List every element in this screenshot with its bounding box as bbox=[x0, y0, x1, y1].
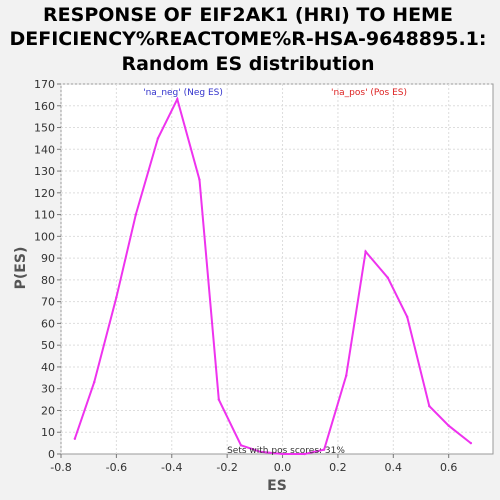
y-tick-label: 100 bbox=[34, 230, 55, 243]
y-tick-label: 140 bbox=[34, 143, 55, 156]
pos-es-label: 'na_pos' (Pos ES) bbox=[331, 88, 407, 98]
y-tick-label: 20 bbox=[41, 404, 55, 417]
sets-pos-scores-text: Sets with pos scores: 31% bbox=[227, 446, 345, 456]
y-tick-label: 30 bbox=[41, 383, 55, 396]
chart-title-line-1: RESPONSE OF EIF2AK1 (HRI) TO HEME bbox=[43, 4, 453, 26]
y-tick-label: 0 bbox=[48, 448, 55, 461]
data-point bbox=[157, 137, 159, 139]
data-point bbox=[93, 381, 95, 383]
x-axis-ticks: -0.8 -0.6 -0.4 -0.2 0.0 0.2 0.4 0.6 bbox=[50, 454, 457, 474]
y-tick-label: 130 bbox=[34, 165, 55, 178]
chart-title-line-3: Random ES distribution bbox=[121, 53, 374, 75]
data-point bbox=[470, 442, 472, 444]
data-point bbox=[218, 398, 220, 400]
y-tick-label: 110 bbox=[34, 209, 55, 222]
y-tick-label: 170 bbox=[34, 78, 55, 91]
y-axis-ticks: 0 10 20 30 40 50 60 70 80 90 100 110 120 130 140 150 160… bbox=[34, 78, 61, 461]
data-point bbox=[387, 277, 389, 279]
data-point bbox=[74, 438, 76, 440]
x-tick-label: 0.6 bbox=[440, 461, 458, 474]
y-axis-label: P(ES) bbox=[13, 247, 29, 290]
x-tick-label: 0.4 bbox=[385, 461, 403, 474]
chart-title: RESPONSE OF EIF2AK1 (HRI) TO HEME DEFICI… bbox=[10, 4, 487, 75]
y-tick-label: 70 bbox=[41, 296, 55, 309]
data-point bbox=[345, 374, 347, 376]
y-tick-label: 120 bbox=[34, 187, 55, 200]
x-tick-label: 0.2 bbox=[329, 461, 347, 474]
data-point bbox=[447, 425, 449, 427]
y-tick-label: 40 bbox=[41, 361, 55, 374]
data-point bbox=[135, 213, 137, 215]
data-point bbox=[176, 98, 178, 100]
y-tick-label: 150 bbox=[34, 122, 55, 135]
chart-title-line-2: DEFICIENCY%REACTOME%R-HSA-9648895.1: bbox=[10, 28, 487, 50]
data-point bbox=[364, 250, 366, 252]
y-tick-label: 160 bbox=[34, 100, 55, 113]
x-tick-label: -0.2 bbox=[216, 461, 237, 474]
y-tick-label: 90 bbox=[41, 252, 55, 265]
y-tick-label: 80 bbox=[41, 274, 55, 287]
data-point bbox=[198, 179, 200, 181]
y-tick-label: 10 bbox=[41, 426, 55, 439]
data-point bbox=[115, 296, 117, 298]
neg-es-label: 'na_neg' (Neg ES) bbox=[143, 88, 223, 98]
x-axis-label: ES bbox=[267, 478, 287, 494]
x-tick-label: -0.8 bbox=[50, 461, 71, 474]
y-tick-label: 60 bbox=[41, 317, 55, 330]
data-point bbox=[428, 405, 430, 407]
data-point bbox=[406, 316, 408, 318]
x-tick-label: 0.0 bbox=[274, 461, 292, 474]
x-tick-label: -0.4 bbox=[161, 461, 182, 474]
y-tick-label: 50 bbox=[41, 339, 55, 352]
x-tick-label: -0.6 bbox=[106, 461, 127, 474]
